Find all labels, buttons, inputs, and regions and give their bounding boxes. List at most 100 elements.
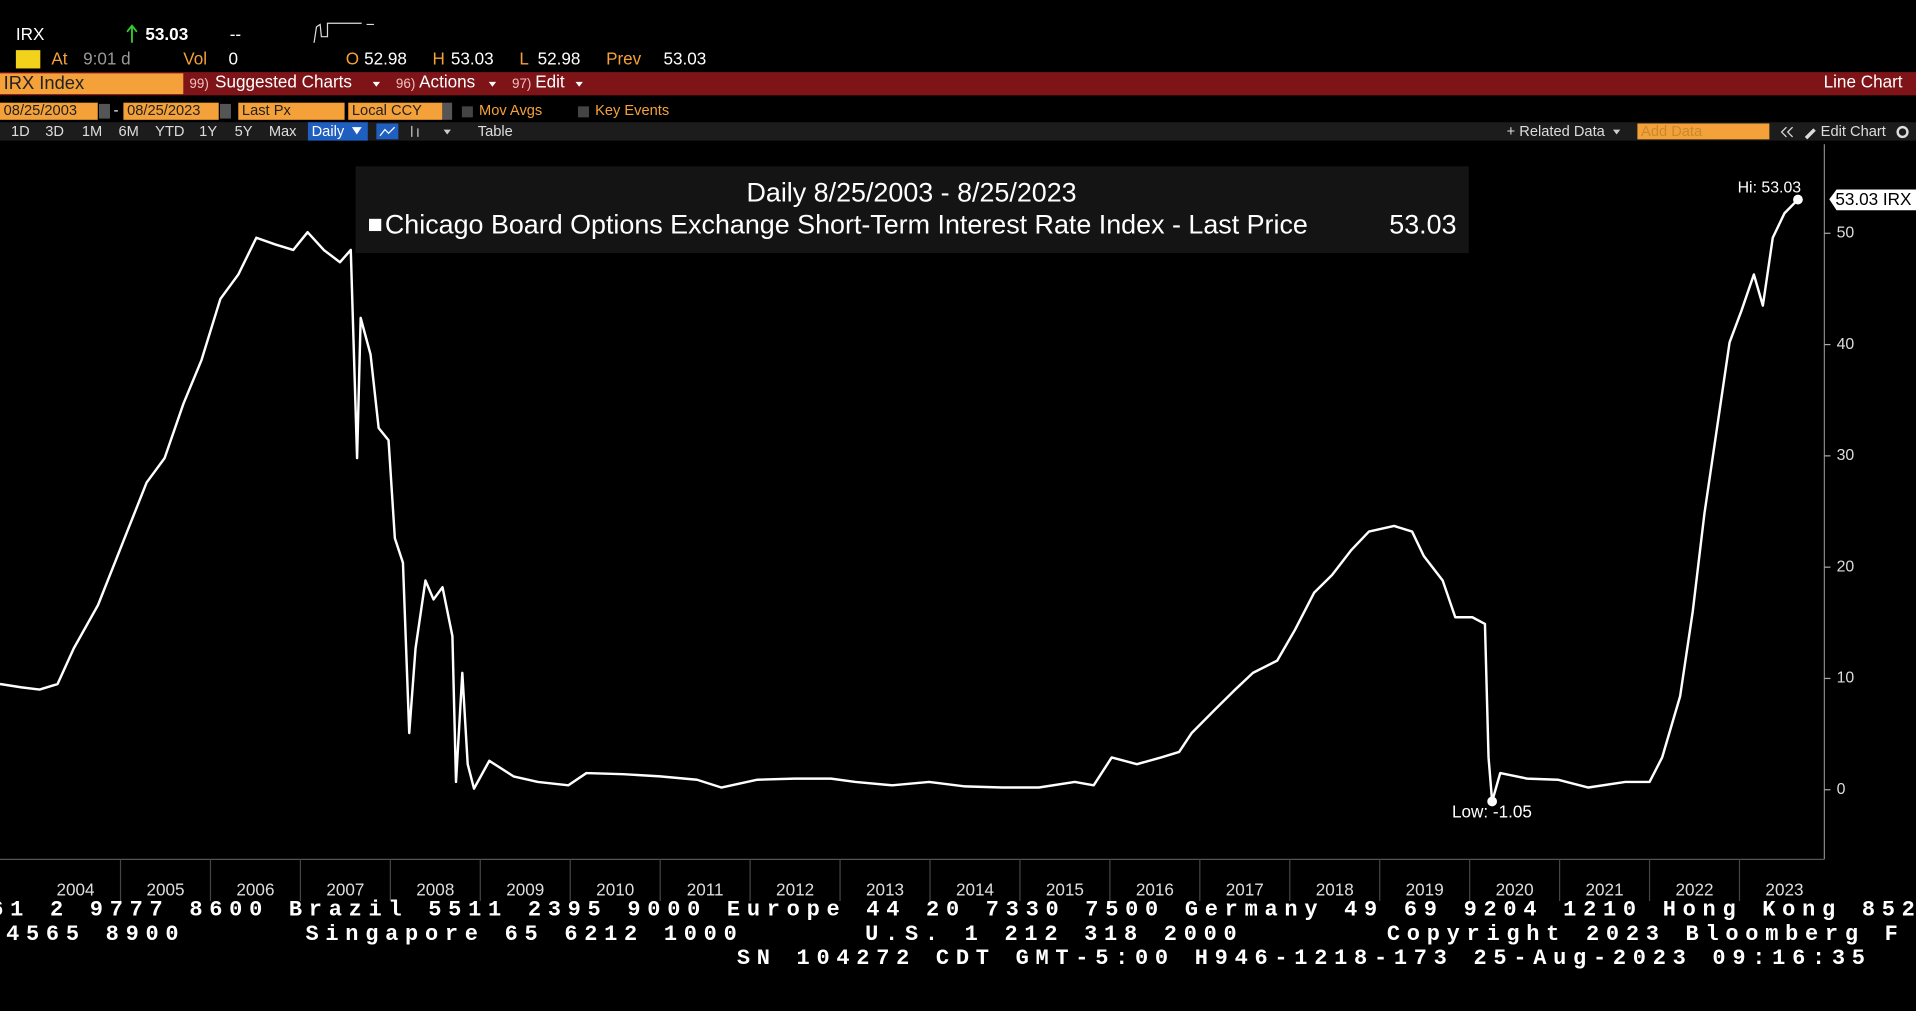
table-button[interactable]: Table bbox=[478, 124, 513, 140]
period-button[interactable]: 1D bbox=[11, 124, 30, 140]
menu-item[interactable]: Edit bbox=[535, 73, 565, 92]
frequency-box[interactable] bbox=[307, 122, 368, 141]
line-icon bbox=[379, 126, 396, 137]
dropdown-icon bbox=[351, 127, 362, 135]
key-events[interactable]: Key Events bbox=[595, 103, 669, 119]
menu-bar bbox=[0, 72, 1916, 96]
x-tick-label: 2019 bbox=[1406, 881, 1444, 900]
menu-number: 97) bbox=[512, 76, 531, 91]
legend-swatch bbox=[369, 218, 382, 232]
low-annotation: Low: -1.05 bbox=[1452, 802, 1532, 821]
y-tick-label: 10 bbox=[1837, 670, 1855, 687]
x-tick-label: 2011 bbox=[687, 881, 724, 900]
period-button[interactable]: Max bbox=[269, 124, 297, 140]
x-tick-label: 2021 bbox=[1586, 881, 1624, 900]
dropdown-icon bbox=[372, 81, 381, 87]
add-data-box[interactable] bbox=[1637, 123, 1770, 140]
date-box[interactable] bbox=[0, 102, 98, 120]
security-box[interactable] bbox=[0, 73, 184, 95]
high: 53.03 bbox=[451, 49, 494, 68]
legend-value: 53.03 bbox=[1389, 209, 1456, 239]
legend-label: Chicago Board Options Exchange Short-Ter… bbox=[385, 209, 1308, 239]
prev-label: Prev bbox=[606, 49, 642, 68]
period-button[interactable]: 1M bbox=[82, 124, 102, 140]
x-tick-label: 2012 bbox=[776, 881, 814, 900]
settings-icon[interactable] bbox=[1896, 125, 1909, 139]
pencil-icon bbox=[1804, 128, 1816, 140]
y-tick-label: 40 bbox=[1837, 336, 1855, 353]
vol-label: Vol bbox=[183, 49, 207, 68]
y-tick-label: 20 bbox=[1837, 558, 1855, 575]
menu-item[interactable]: Actions bbox=[419, 73, 475, 92]
x-tick-label: 2010 bbox=[596, 881, 634, 900]
calendar-icon[interactable] bbox=[219, 103, 231, 119]
up-arrow bbox=[126, 24, 138, 43]
high-marker bbox=[1793, 194, 1803, 205]
add-data[interactable]: Add Data bbox=[1641, 124, 1703, 140]
low: 52.98 bbox=[538, 49, 581, 68]
footer-text: Singapore 65 6212 1000 bbox=[305, 922, 743, 947]
dropdown-icon[interactable] bbox=[443, 129, 451, 135]
dropdown-icon bbox=[575, 81, 583, 87]
x-tick-label: 2004 bbox=[57, 881, 96, 900]
chart-title: Daily 8/25/2003 - 8/25/2023 bbox=[747, 177, 1077, 207]
alert-icon[interactable] bbox=[15, 50, 41, 69]
x-tick-label: 2020 bbox=[1496, 881, 1534, 900]
end-date[interactable]: 08/25/2023 bbox=[127, 103, 200, 119]
low-label: L bbox=[519, 49, 529, 68]
period-button[interactable]: 5Y bbox=[235, 124, 253, 140]
frequency[interactable]: Daily bbox=[312, 124, 345, 140]
related-data[interactable]: + Related Data bbox=[1507, 124, 1606, 140]
collapse-icon[interactable] bbox=[1780, 126, 1794, 138]
x-tick-label: 2017 bbox=[1226, 881, 1264, 900]
high-label: H bbox=[433, 49, 445, 68]
checkbox[interactable] bbox=[577, 106, 589, 118]
vol: 0 bbox=[229, 49, 239, 68]
ticker: IRX bbox=[16, 25, 45, 44]
edit-chart[interactable]: Edit Chart bbox=[1821, 124, 1886, 140]
last-price-label: 53.03 IRX bbox=[1835, 190, 1912, 209]
open-label: O bbox=[346, 49, 359, 68]
sparkline-icon bbox=[313, 22, 374, 43]
toolbar bbox=[0, 122, 1916, 141]
field-box[interactable] bbox=[238, 102, 345, 120]
period-button[interactable]: 3D bbox=[45, 124, 64, 140]
currency[interactable]: Local CCY bbox=[352, 103, 422, 119]
low-marker bbox=[1487, 796, 1498, 807]
footer-text: 4565 8900 bbox=[6, 922, 185, 947]
field[interactable]: Last Px bbox=[242, 103, 292, 119]
x-tick-label: 2022 bbox=[1675, 881, 1713, 900]
security[interactable]: IRX Index bbox=[4, 72, 84, 93]
start-date[interactable]: 08/25/2003 bbox=[4, 103, 77, 119]
period-button[interactable]: 6M bbox=[119, 124, 139, 140]
bar-icon[interactable] bbox=[411, 125, 419, 137]
x-tick-label: 2006 bbox=[236, 881, 274, 900]
menu-number: 96) bbox=[396, 76, 415, 91]
period-button[interactable]: 1Y bbox=[199, 124, 217, 140]
period-button[interactable]: YTD bbox=[155, 124, 184, 140]
date-dash: - bbox=[114, 103, 119, 119]
date-box[interactable] bbox=[123, 102, 219, 120]
dropdown-button[interactable] bbox=[442, 102, 453, 120]
y-tick-label: 50 bbox=[1837, 224, 1855, 241]
prev: 53.03 bbox=[664, 49, 707, 68]
last-price: 53.03 bbox=[145, 25, 188, 44]
x-tick-label: 2008 bbox=[416, 881, 454, 900]
dropdown-icon bbox=[488, 81, 497, 87]
x-tick-label: 2009 bbox=[506, 881, 544, 900]
footer-text: Copyright 2023 Bloomberg F bbox=[1387, 922, 1905, 947]
menu-item[interactable]: Suggested Charts bbox=[215, 73, 352, 92]
currency-box[interactable] bbox=[348, 102, 443, 120]
footer-text: 61 2 9777 8600 Brazil 5511 2395 9000 Eur… bbox=[0, 897, 1916, 922]
hi-annotation: Hi: 53.03 bbox=[1738, 179, 1802, 196]
x-tick-label: 2023 bbox=[1765, 881, 1803, 900]
dropdown-icon bbox=[1612, 129, 1621, 135]
view-name: Line Chart bbox=[1824, 73, 1903, 92]
mov-avgs[interactable]: Mov Avgs bbox=[479, 103, 542, 119]
time: 9:01 d bbox=[83, 49, 131, 68]
checkbox[interactable] bbox=[461, 106, 473, 118]
y-tick-label: 30 bbox=[1837, 447, 1855, 464]
calendar-icon[interactable] bbox=[98, 103, 110, 119]
x-tick-label: 2018 bbox=[1316, 881, 1354, 900]
